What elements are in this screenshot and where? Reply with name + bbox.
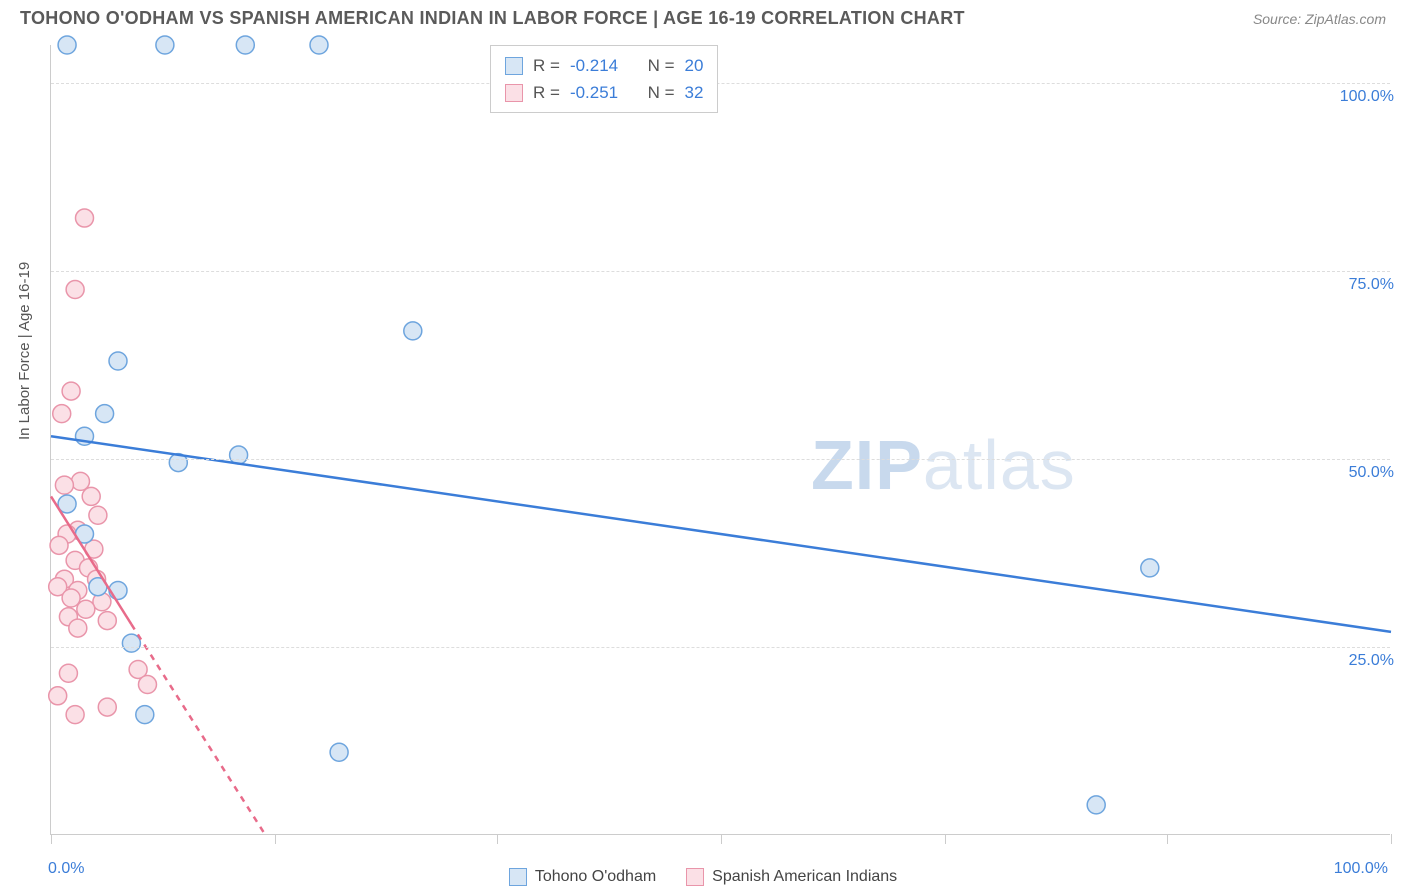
chart-title: TOHONO O'ODHAM VS SPANISH AMERICAN INDIA… bbox=[20, 8, 965, 29]
legend-item-a: Tohono O'odham bbox=[509, 868, 656, 886]
data-point bbox=[98, 612, 116, 630]
legend-swatch-a bbox=[509, 868, 527, 886]
data-point bbox=[50, 536, 68, 554]
stats-box: R = -0.214 N = 20 R = -0.251 N = 32 bbox=[490, 45, 718, 113]
stats-swatch bbox=[505, 84, 523, 102]
data-point bbox=[66, 281, 84, 299]
data-point bbox=[49, 687, 67, 705]
data-point bbox=[109, 352, 127, 370]
data-point bbox=[71, 472, 89, 490]
gridline bbox=[51, 83, 1390, 84]
data-point bbox=[330, 743, 348, 761]
x-tick bbox=[721, 834, 722, 844]
data-point bbox=[58, 36, 76, 54]
source-label: Source: ZipAtlas.com bbox=[1253, 11, 1386, 27]
stat-n-value: 20 bbox=[685, 52, 704, 79]
legend-label-a: Tohono O'odham bbox=[535, 868, 656, 886]
x-tick bbox=[1167, 834, 1168, 844]
data-point bbox=[96, 405, 114, 423]
data-point bbox=[77, 600, 95, 618]
y-axis-label: In Labor Force | Age 16-19 bbox=[16, 262, 33, 440]
y-tick-label: 75.0% bbox=[1349, 276, 1394, 294]
x-tick bbox=[1391, 834, 1392, 844]
gridline bbox=[51, 271, 1390, 272]
data-point bbox=[89, 506, 107, 524]
legend-item-b: Spanish American Indians bbox=[686, 868, 897, 886]
data-point bbox=[230, 446, 248, 464]
data-point bbox=[1087, 796, 1105, 814]
chart-area: ZIPatlas bbox=[50, 45, 1390, 835]
data-point bbox=[109, 581, 127, 599]
regression-line bbox=[51, 436, 1391, 632]
data-point bbox=[82, 487, 100, 505]
stat-n-label: N = bbox=[648, 79, 675, 106]
data-point bbox=[62, 589, 80, 607]
stat-n-label: N = bbox=[648, 52, 675, 79]
gridline bbox=[51, 647, 1390, 648]
stats-row: R = -0.251 N = 32 bbox=[505, 79, 703, 106]
data-point bbox=[1141, 559, 1159, 577]
data-point bbox=[69, 619, 87, 637]
legend-bottom: Tohono O'odham Spanish American Indians bbox=[0, 868, 1406, 886]
data-point bbox=[66, 706, 84, 724]
data-point bbox=[138, 676, 156, 694]
data-point bbox=[310, 36, 328, 54]
stat-r-value: -0.214 bbox=[570, 52, 618, 79]
stat-r-value: -0.251 bbox=[570, 79, 618, 106]
data-point bbox=[156, 36, 174, 54]
scatter-plot-svg bbox=[51, 45, 1390, 834]
regression-line bbox=[131, 624, 265, 835]
x-tick bbox=[945, 834, 946, 844]
data-point bbox=[98, 698, 116, 716]
legend-label-b: Spanish American Indians bbox=[712, 868, 897, 886]
data-point bbox=[236, 36, 254, 54]
x-tick bbox=[497, 834, 498, 844]
data-point bbox=[59, 664, 77, 682]
stat-r-label: R = bbox=[533, 79, 560, 106]
data-point bbox=[53, 405, 71, 423]
data-point bbox=[122, 634, 140, 652]
stats-row: R = -0.214 N = 20 bbox=[505, 52, 703, 79]
x-tick bbox=[51, 834, 52, 844]
y-tick-label: 100.0% bbox=[1340, 88, 1394, 106]
gridline bbox=[51, 459, 1390, 460]
y-tick-label: 25.0% bbox=[1349, 652, 1394, 670]
stats-swatch bbox=[505, 57, 523, 75]
data-point bbox=[404, 322, 422, 340]
stat-n-value: 32 bbox=[685, 79, 704, 106]
data-point bbox=[55, 476, 73, 494]
y-tick-label: 50.0% bbox=[1349, 464, 1394, 482]
data-point bbox=[62, 382, 80, 400]
stat-r-label: R = bbox=[533, 52, 560, 79]
data-point bbox=[136, 706, 154, 724]
data-point bbox=[76, 209, 94, 227]
x-tick bbox=[275, 834, 276, 844]
legend-swatch-b bbox=[686, 868, 704, 886]
